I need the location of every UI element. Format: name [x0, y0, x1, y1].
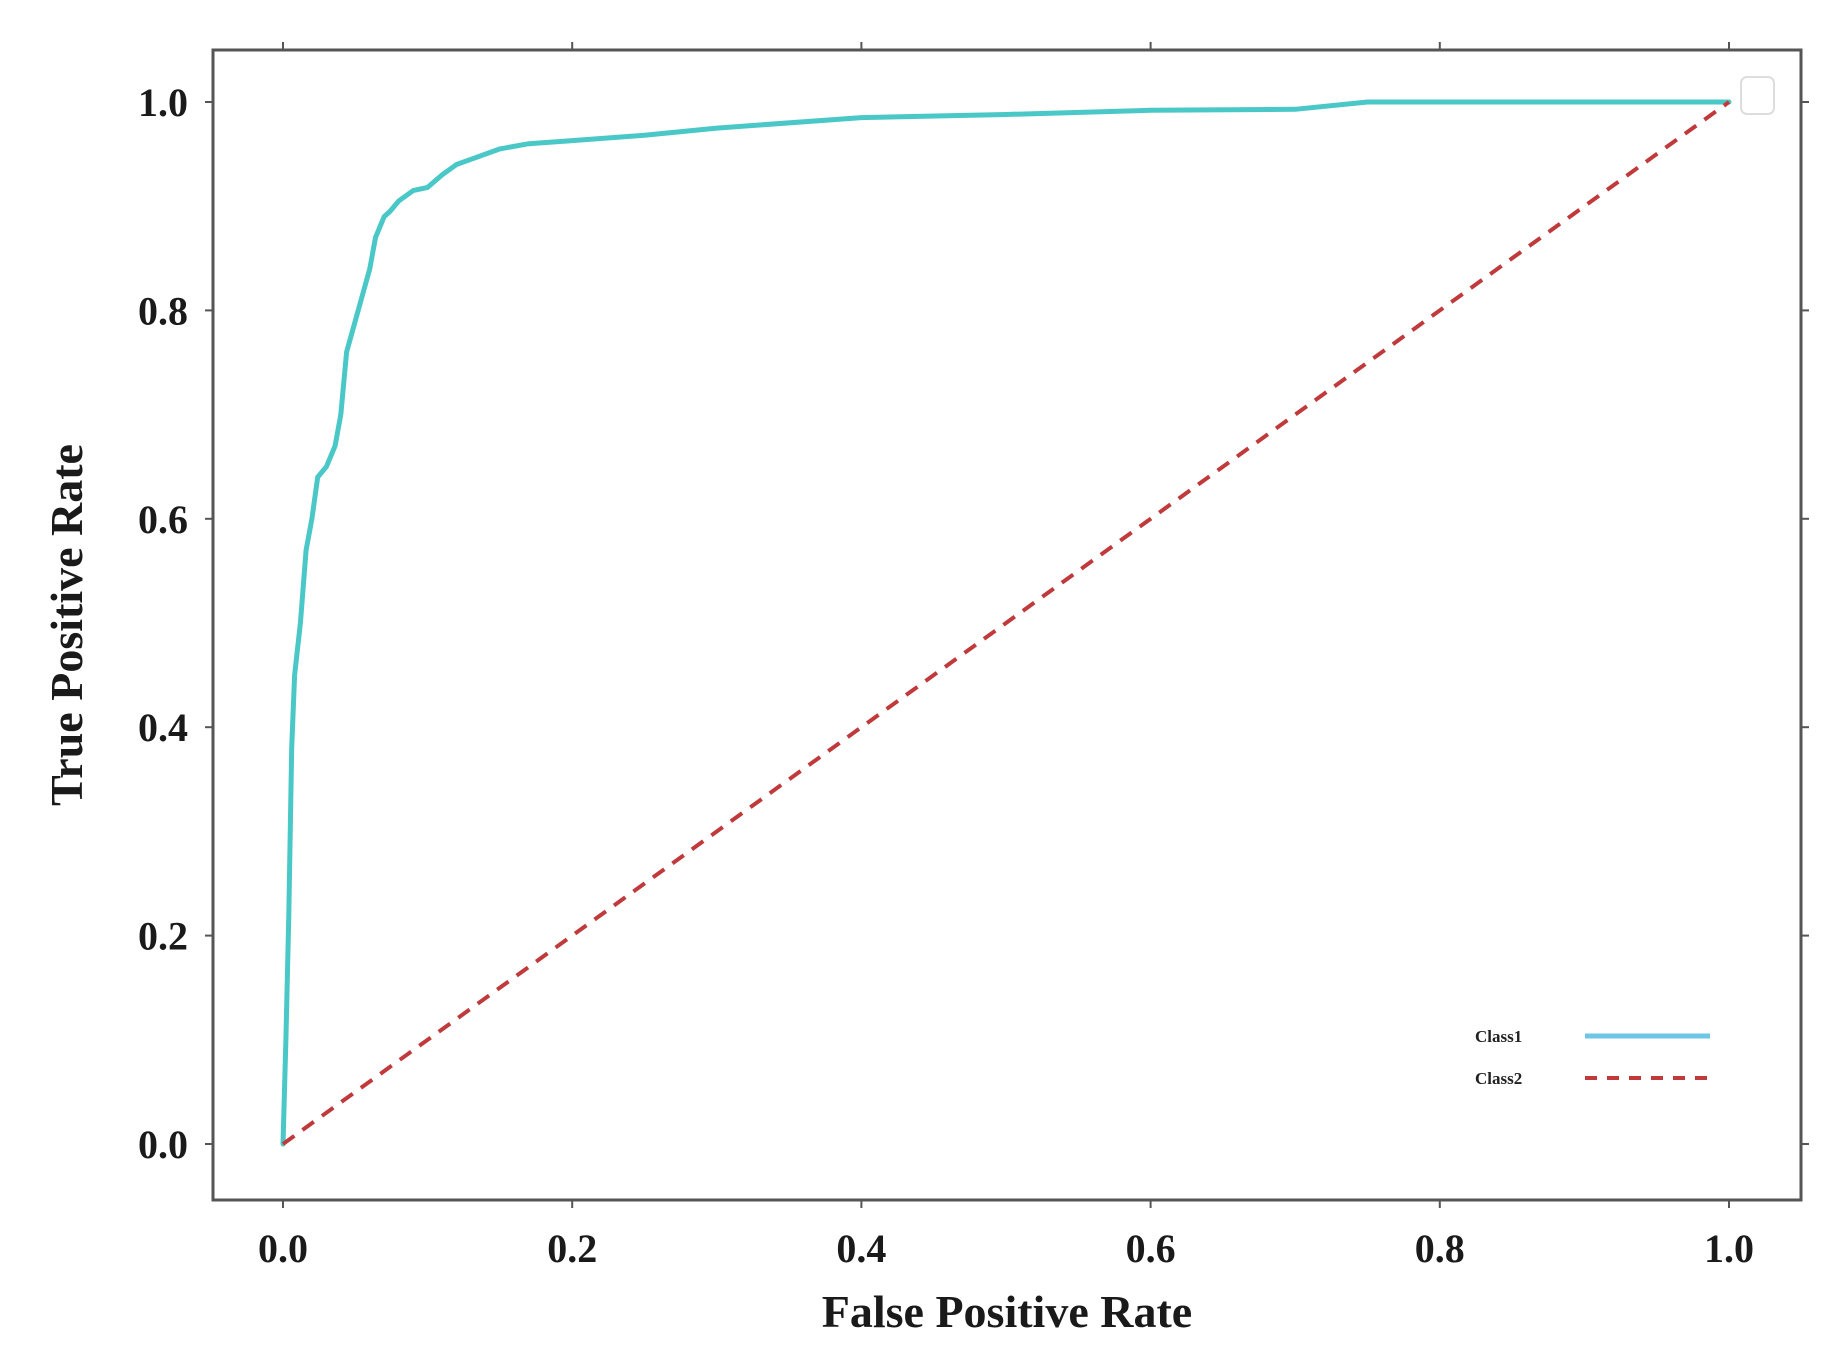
y-axis-label: True Positive Rate — [41, 444, 92, 806]
axis-ticks: 0.0 0.2 0.4 0.6 0.8 1.0 0.0 0.2 0.4 0.6 0.8 1.0 — [138, 42, 1809, 1271]
x-tick-label: 0.6 — [1126, 1226, 1176, 1271]
x-tick-label: 0.0 — [258, 1226, 308, 1271]
y-tick-label: 1.0 — [138, 80, 188, 125]
y-tick-label: 0.2 — [138, 914, 188, 959]
series-line-class1 — [280, 99, 1732, 1147]
x-tick-label: 0.4 — [836, 1226, 886, 1271]
empty-legend-marker — [1740, 76, 1775, 115]
x-tick-label: 0.8 — [1415, 1226, 1465, 1271]
y-tick-label: 0.4 — [138, 705, 188, 750]
series-line-class2 — [281, 100, 1731, 1146]
plot-frame — [211, 48, 1803, 1202]
x-axis-label: False Positive Rate — [822, 1286, 1192, 1337]
x-tick-label: 0.2 — [547, 1226, 597, 1271]
y-tick-label: 0.8 — [138, 288, 188, 333]
y-tick-label: 0.6 — [138, 497, 188, 542]
legend: Class1 Class2 — [1475, 1027, 1710, 1088]
legend-label-class2: Class2 — [1475, 1069, 1522, 1088]
y-tick-label: 0.0 — [138, 1122, 188, 1167]
legend-label-class1: Class1 — [1475, 1027, 1522, 1046]
x-tick-label: 1.0 — [1704, 1226, 1754, 1271]
series-lines — [280, 99, 1732, 1147]
